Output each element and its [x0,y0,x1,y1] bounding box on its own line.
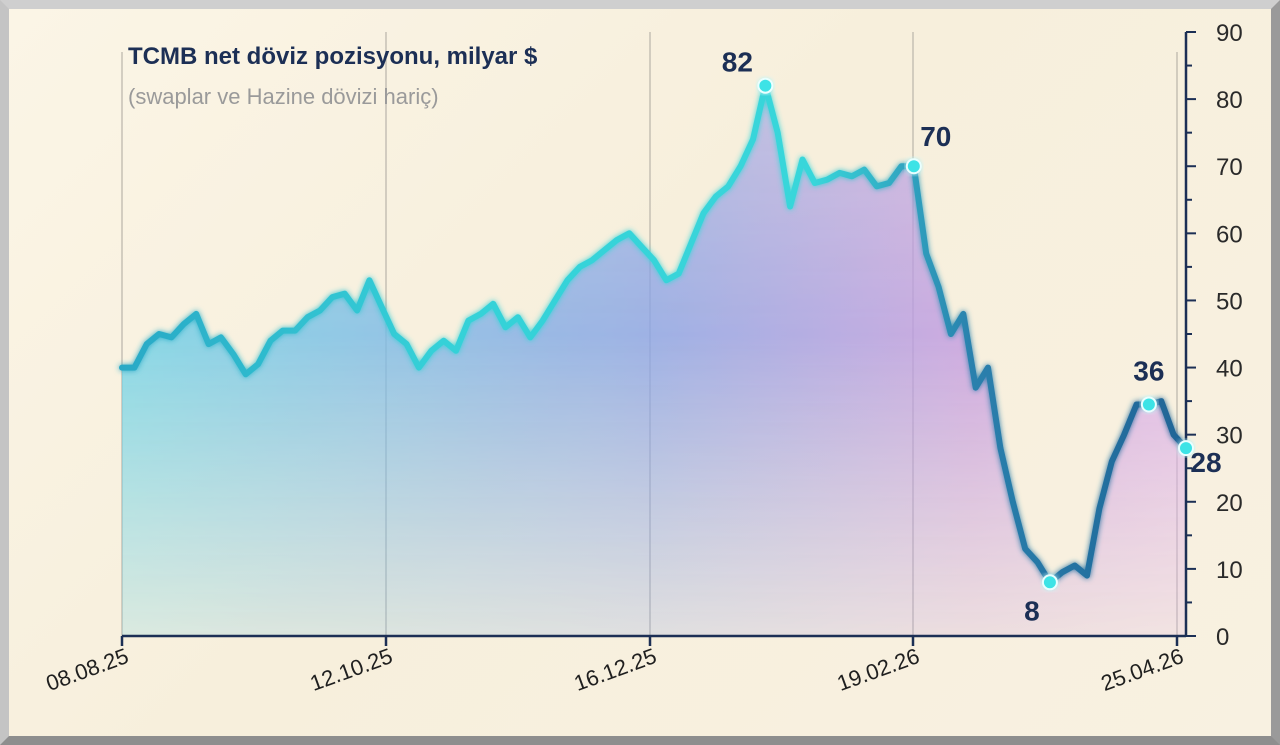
highlight-point [1178,440,1194,457]
data-labels: 82 70 8 36 28 [722,47,1222,627]
chart-subtitle: (swaplar ve Hazine dövizi hariç) [128,84,439,109]
y-tick-label: 10 [1216,557,1243,584]
y-tick-label: 30 [1216,423,1243,450]
highlight-point [757,77,774,94]
series-line [119,82,1189,586]
data-label: 70 [920,121,951,152]
highlight-markers [757,77,1194,591]
x-tick-label: 19.02.26 [834,643,923,696]
y-tick-label: 20 [1216,490,1243,517]
highlight-point [1041,574,1058,591]
data-label: 82 [722,47,753,78]
highlight-point [1140,396,1157,413]
x-tick-label: 12.10.25 [307,643,396,696]
y-tick-label: 0 [1216,624,1229,651]
x-tick-label: 16.12.25 [571,643,660,696]
data-label: 8 [1024,595,1040,626]
y-tick-label: 90 [1216,20,1243,47]
y-tick-label: 40 [1216,356,1243,383]
y-tick-label: 50 [1216,288,1243,315]
y-tick-label: 70 [1216,154,1243,181]
highlight-point [905,158,922,175]
y-axis-ticks: 0 10 20 30 40 50 60 70 80 90 [1216,20,1243,651]
x-axis-ticks: 08.08.25 12.10.25 16.12.25 19.02.26 25.04.26 [43,643,1187,696]
y-tick-label: 60 [1216,221,1243,248]
y-tick-label: 80 [1216,87,1243,114]
chart-title: TCMB net döviz pozisyonu, milyar $ [128,43,538,70]
x-tick-label: 08.08.25 [43,643,132,696]
data-label: 28 [1190,447,1221,478]
data-label: 36 [1133,355,1164,386]
axes [120,31,1196,646]
x-tick-label: 25.04.26 [1098,643,1187,696]
